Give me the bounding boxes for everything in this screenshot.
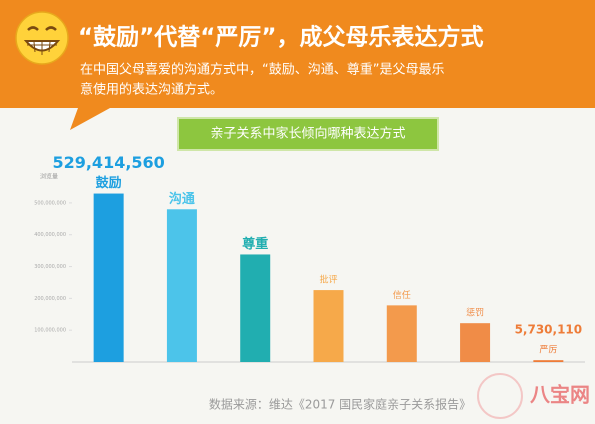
category-label: 沟通 [169, 191, 195, 207]
value-label: 529,414,560 [52, 153, 164, 172]
subtitle: 意使用的表达沟通方式。 [80, 82, 223, 98]
bar [166, 209, 197, 362]
bar [313, 290, 344, 362]
value-label: 5,730,110 [515, 323, 583, 337]
source: 数据来源：维达《2017 国民家庭亲子关系报告》 [209, 397, 471, 412]
category-label: 尊重 [242, 236, 268, 252]
bar [240, 254, 271, 362]
category-label: 信任 [393, 289, 411, 301]
banner [0, 0, 595, 130]
bar [533, 360, 564, 362]
y-axis-label: 浏览量 [40, 173, 58, 181]
y-tick-label: 400,000,000 [34, 232, 66, 238]
y-tick-label: 500,000,000 [34, 200, 66, 206]
watermark: 八宝网 [530, 383, 590, 407]
category-label: 鼓励 [96, 175, 122, 191]
y-tick-label: 300,000,000 [34, 264, 66, 270]
y-tick-label: 100,000,000 [34, 328, 66, 334]
category-label: 严厉 [539, 345, 557, 356]
bar [386, 305, 417, 362]
watermark-logo [477, 373, 523, 419]
y-tick-label: 200,000,000 [34, 296, 66, 302]
category-label: 惩罚 [466, 307, 484, 319]
chart-heading: 亲子关系中家长倾向哪种表达方式 [210, 126, 405, 142]
category-label: 批评 [319, 274, 337, 286]
title: “鼓励”代替“严厉”，成父母乐表达方式 [78, 24, 483, 51]
emoji [15, 11, 69, 65]
heading-box [177, 117, 439, 151]
subtitle: 在中国父母喜爱的沟通方式中，“鼓励、沟通、尊重”是父母最乐 [80, 62, 444, 78]
bar [460, 323, 491, 362]
bar [93, 193, 124, 362]
